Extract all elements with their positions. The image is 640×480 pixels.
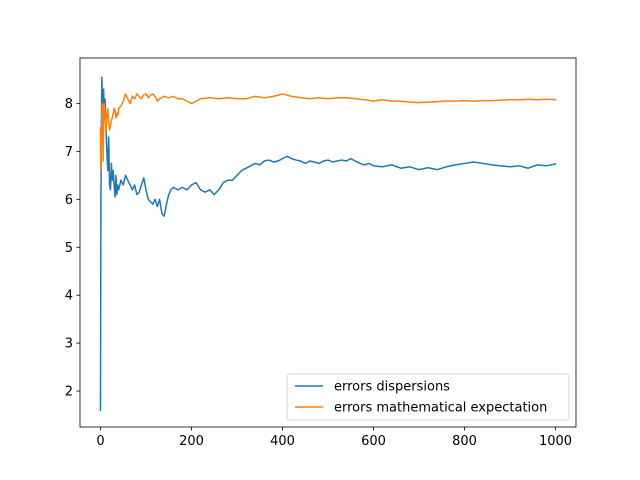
x-tick-label: 0: [96, 434, 104, 449]
x-tick-label: 600: [361, 434, 386, 449]
x-tick-label: 200: [179, 434, 204, 449]
y-tick-label: 7: [65, 145, 73, 160]
y-tick-label: 2: [65, 385, 73, 400]
y-tick-label: 4: [65, 289, 73, 304]
legend-label-0: errors dispersions: [334, 380, 450, 395]
x-tick-label: 1000: [539, 434, 572, 449]
legend-box: [286, 373, 570, 421]
series-line-0: [99, 76, 557, 411]
x-tick-label: 800: [452, 434, 477, 449]
plot-frame: [79, 57, 577, 428]
series-line-1: [99, 93, 557, 172]
y-tick-label: 6: [65, 193, 73, 208]
x-tick-label: 400: [270, 434, 295, 449]
y-tick-label: 8: [65, 97, 73, 112]
legend-label-1: errors mathematical expectation: [334, 401, 547, 416]
y-tick-label: 5: [65, 241, 73, 256]
y-tick-label: 3: [65, 337, 73, 352]
